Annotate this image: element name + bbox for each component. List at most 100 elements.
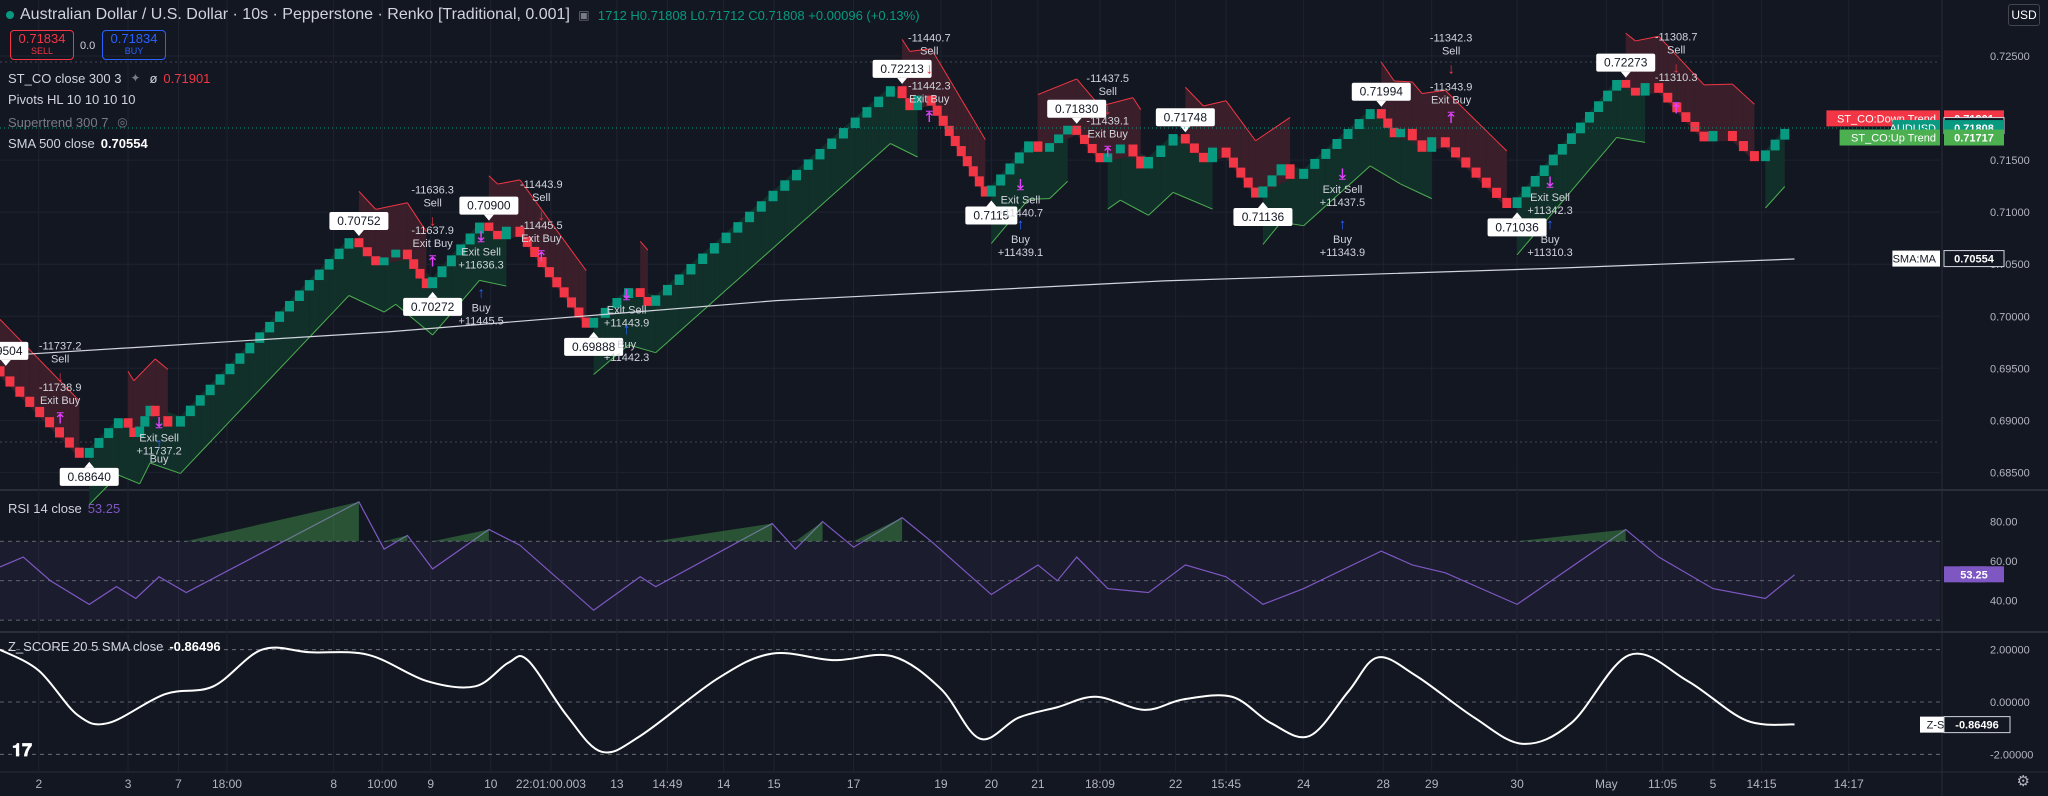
- renko-brick-down: [1663, 92, 1673, 103]
- renko-brick-up: [698, 253, 708, 265]
- time-tick-label: 13: [610, 777, 624, 791]
- supertrend-down-fill-line: [1465, 110, 1477, 122]
- signal-arrow: ⤓: [477, 228, 485, 245]
- renko-brick-down: [897, 86, 907, 99]
- zscore-line: [0, 646, 1795, 754]
- sell-price: 0.71834: [18, 31, 66, 46]
- legend-pivots[interactable]: Pivots HL 10 10 10 10: [8, 92, 135, 107]
- supertrend-down-fill: [1703, 84, 1733, 142]
- renko-brick-up: [850, 117, 860, 129]
- supertrend-up-fill-line: [1400, 183, 1432, 200]
- hidden-eye-icon[interactable]: ◎: [117, 115, 128, 129]
- supertrend-down-fill-line: [419, 221, 427, 232]
- price-tick-label: 0.71000: [1990, 207, 2030, 219]
- renko-brick-up: [1267, 175, 1277, 187]
- supertrend-up-fill-line: [1369, 165, 1401, 185]
- signal-arrow: ↑: [1546, 216, 1554, 233]
- supertrend-up-fill-line: [1325, 195, 1338, 207]
- legend-supertrend[interactable]: Supertrend 300 7 ◎: [8, 114, 130, 130]
- price-tag-title: ST_CO:Up Trend: [1851, 133, 1936, 145]
- renko-brick-up: [334, 248, 344, 260]
- supertrend-down-fill-line: [1444, 90, 1456, 101]
- renko-brick-down: [567, 297, 577, 308]
- renko-brick-up: [1103, 153, 1113, 163]
- supertrend-down-fill-line: [1743, 93, 1755, 105]
- time-tick-label: 7: [175, 777, 182, 791]
- signal-label: +11342.3: [1527, 205, 1572, 217]
- legend-zscore[interactable]: Z_SCORE 20 5 SMA close -0.86496: [8, 639, 221, 654]
- pivot-label: 0.71136: [1242, 210, 1285, 224]
- renko-brick-down: [0, 366, 5, 377]
- renko-brick-down: [1440, 137, 1450, 148]
- ohlc-values: 1712 H0.71808 L0.71712 C0.71808 +0.00096…: [597, 7, 920, 23]
- rsi-overbought-fill: [432, 529, 489, 542]
- renko-brick-up: [1396, 128, 1406, 138]
- time-tick-label: 22: [1169, 777, 1183, 791]
- zscore-tick-label: 0.00000: [1990, 697, 2030, 709]
- renko-brick-down: [1417, 140, 1427, 152]
- supertrend-up-fill-line: [878, 143, 891, 155]
- signal-arrow: ↓: [926, 60, 934, 77]
- renko-brick-up: [1770, 139, 1780, 151]
- supertrend-down-fill-line: [1240, 120, 1249, 132]
- legend-rsi[interactable]: RSI 14 close 53.25: [8, 501, 120, 516]
- layout-icon[interactable]: ▣: [578, 8, 590, 22]
- signal-label: -11442.3: [908, 80, 951, 92]
- supertrend-down-fill-line: [1635, 35, 1659, 42]
- signal-arrow: ↓: [56, 369, 64, 386]
- signal-label: Exit Sell: [1530, 192, 1570, 204]
- renko-brick-down: [163, 416, 173, 427]
- renko-brick-down: [1198, 152, 1208, 163]
- renko-brick-up: [815, 148, 825, 160]
- pivot-label: 0.71036: [1495, 220, 1539, 234]
- pivot-label: 0.70272: [411, 300, 455, 314]
- time-tick-label: 14:49: [652, 777, 682, 791]
- renko-brick-up: [1168, 134, 1178, 146]
- supertrend-down-fill-line: [960, 98, 968, 110]
- renko-brick-up: [344, 238, 354, 249]
- supertrend-down-fill-line: [1625, 32, 1636, 42]
- renko-brick-up: [1321, 148, 1331, 159]
- zscore-tag-value: -0.86496: [1955, 720, 1998, 732]
- rsi-overbought-fill: [384, 535, 408, 542]
- renko-brick-down: [1451, 147, 1461, 158]
- symbol-title[interactable]: Australian Dollar / U.S. Dollar · 10s · …: [20, 6, 570, 23]
- supertrend-up-fill-line: [819, 195, 833, 207]
- zscore-tick-label: -2.00000: [1990, 749, 2033, 761]
- renko-brick-down: [926, 95, 936, 106]
- supertrend-down-fill: [1255, 117, 1291, 198]
- renko-brick-up: [1603, 90, 1613, 102]
- time-tick-label: 2: [35, 777, 42, 791]
- pivot-label-box: [59, 467, 119, 486]
- pivot-label: 0.7115: [973, 209, 1009, 223]
- supertrend-down-fill: [1422, 90, 1446, 152]
- price-tag-title-box: [1839, 129, 1940, 146]
- renko-brick-up: [1054, 134, 1064, 144]
- price-tick-label: 0.68500: [1990, 467, 2030, 479]
- renko-brick-up: [1640, 83, 1650, 96]
- renko-brick-up: [1343, 129, 1353, 139]
- buy-button[interactable]: 0.71834 BUY: [102, 30, 166, 60]
- legend-st-co[interactable]: ST_CO close 300 3 ✦ ø 0.71901: [8, 70, 210, 86]
- renko-brick-up: [721, 232, 731, 244]
- currency-selector[interactable]: USD: [2008, 4, 2040, 26]
- renko-brick-down: [5, 376, 15, 387]
- renko-brick-up: [1208, 147, 1217, 163]
- settings-icon[interactable]: ✦: [130, 71, 141, 85]
- buy-price: 0.71834: [110, 31, 158, 46]
- gear-icon[interactable]: ⚙: [2016, 773, 2030, 790]
- renko-brick-up: [768, 190, 778, 202]
- renko-brick-up: [662, 284, 672, 296]
- supertrend-up-fill-line: [1580, 169, 1590, 181]
- signal-label: Buy: [150, 453, 169, 465]
- legend-sma[interactable]: SMA 500 close 0.70554: [8, 136, 148, 151]
- supertrend-down-fill-line: [930, 48, 938, 60]
- supertrend-up-fill-line: [807, 205, 821, 218]
- renko-brick-down: [421, 278, 431, 289]
- tradingview-logo-icon[interactable]: 𝟏𝟕: [12, 740, 33, 760]
- supertrend-up-fill-line: [1314, 205, 1327, 217]
- renko-brick-down: [974, 176, 984, 187]
- sell-button[interactable]: 0.71834 SELL: [10, 30, 74, 60]
- signal-label: -11440.7: [908, 32, 951, 44]
